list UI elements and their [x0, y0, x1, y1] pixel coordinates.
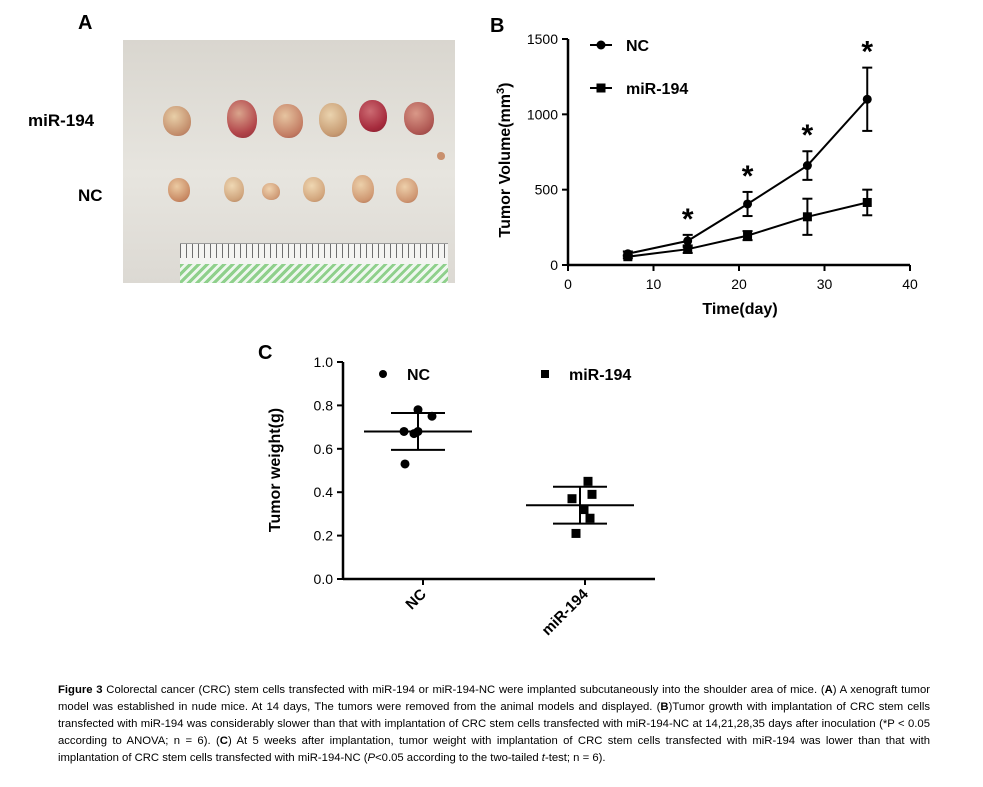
data-point-miR-194	[743, 231, 753, 241]
tumor	[227, 100, 257, 138]
tumor	[168, 178, 190, 202]
ruler	[180, 243, 448, 283]
chart-b-legend: NC miR-194	[590, 38, 688, 98]
tumor	[437, 152, 445, 160]
caption-t-italic: t	[541, 752, 545, 764]
caption-part-5: <0.05 according to the two-tailed	[375, 752, 542, 764]
panel-c-letter: C	[258, 342, 273, 364]
caption-p-italic: P	[367, 752, 376, 764]
data-point-miR-194	[579, 505, 589, 515]
data-point-miR-194	[862, 197, 872, 207]
data-point-miR-194	[567, 494, 577, 504]
data-point-NC	[802, 161, 812, 171]
x-tick-label-NC: NC	[402, 586, 429, 613]
x-tick-label: 40	[902, 276, 918, 292]
caption-part-4: ) At 5 weeks after implantation, tumor w…	[58, 735, 930, 764]
tumor	[359, 100, 387, 132]
ruler-stripe	[180, 264, 448, 283]
data-point-miR-194	[623, 252, 633, 262]
caption-ref-c: C	[219, 735, 228, 747]
legend-marker-NC	[596, 40, 606, 50]
data-point-miR-194	[571, 528, 581, 538]
y-tick-label: 0.8	[314, 397, 334, 413]
chart-b-marks: * * * *	[622, 36, 873, 262]
tumor-weight-chart: 0.0 0.2 0.4 0.6 0.8 1.0 NC miR-194 NC miR-194 Tu…	[267, 354, 655, 639]
data-point-NC	[413, 405, 423, 415]
chart-b-axes: 0 500 1000 1500 0 10 20 30 40	[527, 31, 918, 292]
chart-b-ylabel-sup: 3	[495, 88, 507, 94]
panel-b-letter: B	[490, 15, 505, 37]
tumor	[303, 177, 325, 202]
data-point-miR-194	[802, 212, 812, 222]
legend-label-miR-194: miR-194	[569, 367, 631, 384]
x-tick-label: 10	[646, 276, 662, 292]
legend-marker-miR-194	[541, 370, 549, 378]
caption-part-2: ) A xenograft tumor model was establishe…	[58, 684, 930, 713]
legend-label-miR-194: miR-194	[626, 81, 688, 98]
tumor	[404, 102, 434, 135]
caption-lead: Figure 3	[58, 684, 103, 696]
chart-c-legend: NC miR-194	[379, 367, 631, 384]
figure-caption: Figure 3 Colorectal cancer (CRC) stem ce…	[58, 682, 930, 767]
significance-asterisk: *	[802, 119, 814, 152]
caption-part-1: Colorectal cancer (CRC) stem cells trans…	[102, 684, 825, 696]
x-tick-label: 30	[817, 276, 833, 292]
legend-label-NC: NC	[626, 38, 650, 55]
data-point-NC	[400, 459, 410, 469]
y-tick-label: 1.0	[314, 354, 334, 370]
chart-c-ylabel: Tumor weight(g)	[267, 408, 284, 532]
y-tick-label: 0	[550, 257, 558, 273]
data-point-NC	[743, 199, 753, 209]
data-point-miR-194	[587, 489, 597, 499]
legend-marker-miR-194	[596, 83, 606, 93]
y-tick-label: 1500	[527, 31, 558, 47]
chart-b-ylabel: Tumor Volume(mm3)	[495, 83, 514, 238]
chart-c-marks	[364, 405, 634, 538]
row-label-mir194: miR-194	[28, 111, 95, 130]
data-point-NC	[862, 94, 872, 104]
tumor	[319, 103, 347, 137]
tumor-volume-chart: 0 500 1000 1500 0 10 20 30 40 * * * * NC miR-194 Tim…	[495, 31, 918, 318]
panel-a-letter: A	[78, 12, 93, 34]
chart-b-ylabel-base: Tumor Volume(mm	[497, 94, 514, 237]
caption-ref-a: A	[824, 684, 833, 696]
data-point-NC	[427, 411, 437, 421]
tumor	[163, 106, 191, 136]
y-tick-label: 0.4	[314, 484, 334, 500]
y-tick-label: 1000	[527, 106, 558, 122]
significance-asterisk: *	[742, 160, 754, 193]
legend-label-NC: NC	[407, 367, 431, 384]
legend-marker-NC	[379, 370, 387, 378]
y-tick-label: 500	[535, 182, 559, 198]
tumor	[262, 183, 280, 200]
x-tick-label: 20	[731, 276, 747, 292]
y-tick-label: 0.6	[314, 441, 334, 457]
caption-part-6: -test; n = 6).	[544, 752, 606, 764]
x-tick-label-miR-194: miR-194	[539, 585, 593, 639]
xenograft-tumor-photo	[123, 40, 455, 283]
tumor	[224, 177, 244, 202]
tumor	[396, 178, 418, 203]
tumor	[273, 104, 303, 138]
ruler-ticks	[180, 244, 448, 258]
chart-b-ylabel-end: )	[497, 83, 514, 88]
row-label-nc: NC	[78, 186, 103, 205]
data-point-miR-194	[585, 513, 595, 523]
data-point-miR-194	[683, 244, 693, 254]
y-tick-label: 0.0	[314, 571, 334, 587]
significance-asterisk: *	[861, 36, 873, 69]
tumor	[352, 175, 374, 203]
data-point-NC	[409, 429, 419, 439]
caption-part-3: )Tumor growth with implantation of CRC s…	[58, 701, 930, 747]
data-point-NC	[399, 426, 409, 436]
significance-asterisk: *	[682, 203, 694, 236]
chart-c-axes: 0.0 0.2 0.4 0.6 0.8 1.0 NC miR-194	[314, 354, 655, 639]
y-tick-label: 0.2	[314, 528, 334, 544]
data-point-NC	[683, 236, 693, 246]
x-tick-label: 0	[564, 276, 572, 292]
chart-b-xlabel: Time(day)	[702, 301, 777, 318]
data-point-miR-194	[583, 476, 593, 486]
caption-ref-b: B	[660, 701, 669, 713]
